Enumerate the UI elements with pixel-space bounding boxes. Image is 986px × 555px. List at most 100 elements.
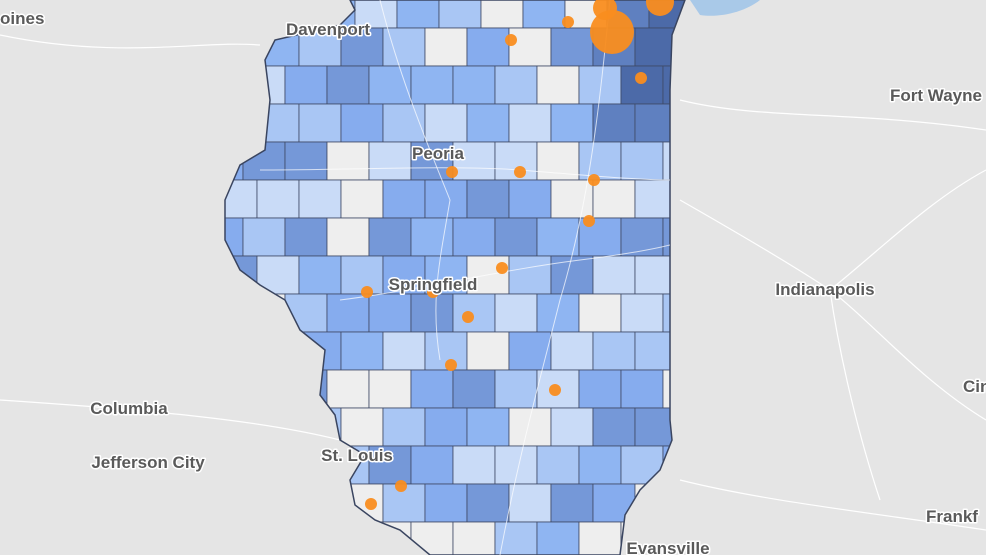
dot: [562, 16, 574, 28]
county: [620, 141, 664, 181]
county: [410, 369, 454, 409]
county: [410, 217, 454, 257]
road: [829, 289, 881, 501]
county: [466, 331, 510, 371]
county: [340, 27, 384, 67]
county: [284, 217, 328, 257]
county: [536, 521, 580, 555]
county: [494, 369, 538, 409]
county: [424, 179, 468, 219]
state-roads: [259, 0, 671, 555]
road: [499, 0, 611, 555]
county: [494, 65, 538, 105]
county: [466, 103, 510, 143]
county: [578, 369, 622, 409]
dot: [395, 480, 407, 492]
county: [438, 0, 482, 29]
county: [578, 65, 622, 105]
city-label: Cin: [963, 377, 986, 396]
dot: [635, 72, 647, 84]
county: [592, 483, 636, 523]
dot: [446, 166, 458, 178]
city-label: Springfield: [389, 275, 478, 294]
county: [536, 217, 580, 257]
city-label: Indianapolis: [775, 280, 874, 299]
county: [326, 217, 370, 257]
city-label: Peoria: [412, 144, 465, 163]
county: [396, 0, 440, 29]
dots: [361, 0, 674, 510]
city-label: Evansville: [626, 539, 709, 555]
road: [0, 34, 261, 49]
county: [424, 27, 468, 67]
county: [550, 27, 594, 67]
county: [326, 369, 370, 409]
county: [578, 521, 622, 555]
county: [452, 65, 496, 105]
county: [326, 293, 370, 333]
county: [578, 445, 622, 485]
city-label: Frankf: [926, 507, 978, 526]
road: [339, 244, 671, 301]
county: [508, 407, 552, 447]
county: [620, 293, 664, 333]
county: [340, 255, 384, 295]
county: [536, 445, 580, 485]
county: [508, 103, 552, 143]
county: [368, 445, 412, 485]
county: [508, 483, 552, 523]
county: [508, 255, 552, 295]
county: [410, 141, 454, 181]
lake-michigan: [690, 0, 760, 16]
road: [379, 0, 451, 361]
county: [340, 331, 384, 371]
dot: [593, 0, 617, 20]
county: [284, 141, 328, 181]
county: [424, 103, 468, 143]
county: [620, 217, 664, 257]
road: [259, 167, 671, 181]
county: [452, 445, 496, 485]
county: [382, 179, 426, 219]
dot: [365, 498, 377, 510]
county: [382, 103, 426, 143]
county: [620, 65, 664, 105]
county: [466, 407, 510, 447]
county: [452, 141, 496, 181]
county: [466, 179, 510, 219]
road: [0, 399, 341, 441]
county: [382, 331, 426, 371]
county: [508, 27, 552, 67]
city-label: Columbia: [90, 399, 168, 418]
county: [550, 407, 594, 447]
county: [340, 407, 384, 447]
dot: [361, 286, 373, 298]
dot: [583, 215, 595, 227]
county: [494, 217, 538, 257]
county: [592, 103, 636, 143]
county: [452, 217, 496, 257]
state-outline: [224, 0, 686, 555]
county: [550, 179, 594, 219]
dot: [588, 174, 600, 186]
county: [368, 141, 412, 181]
city-label: oines: [0, 9, 44, 28]
county: [326, 141, 370, 181]
county: [382, 407, 426, 447]
road: [679, 99, 986, 131]
labels: oines Davenport Fort Wayne Peoria Springfiel…: [0, 8, 986, 555]
county: [578, 293, 622, 333]
county: [410, 65, 454, 105]
county: [298, 103, 342, 143]
county: [298, 179, 342, 219]
county: [550, 331, 594, 371]
dot: [590, 10, 634, 54]
city-label: Fort Wayne: [890, 86, 982, 105]
county: [578, 141, 622, 181]
dot: [549, 384, 561, 396]
county: [410, 445, 454, 485]
county: [326, 65, 370, 105]
dot: [496, 262, 508, 274]
county: [550, 483, 594, 523]
